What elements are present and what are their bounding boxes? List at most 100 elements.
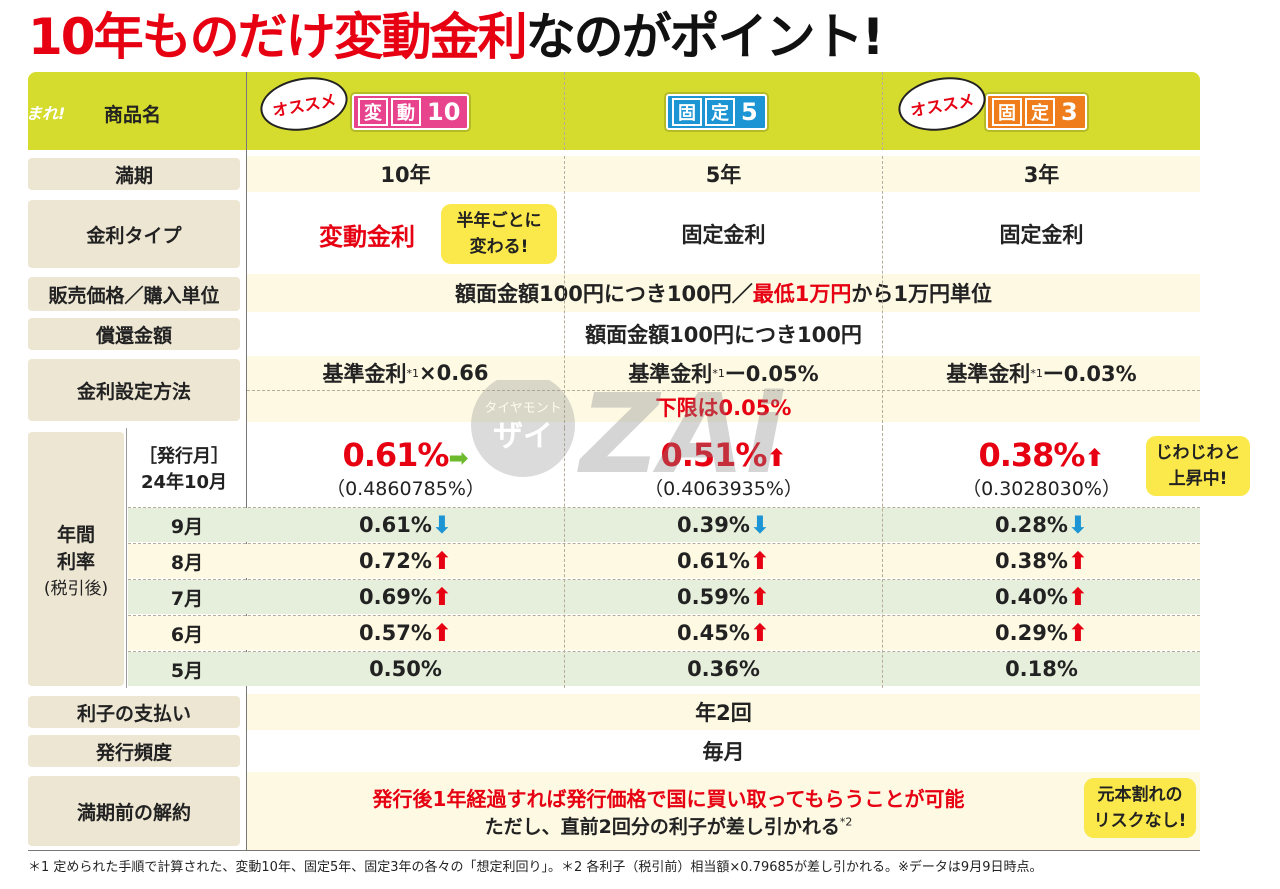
column-divider	[882, 72, 883, 150]
issue-frequency-value: 毎月	[702, 740, 745, 764]
early-line1: 発行後1年経過すれば発行価格で国に買い取ってもらうことが可能	[372, 787, 965, 811]
month-label: 6月	[170, 623, 204, 646]
handwriting-text: まれ!	[26, 104, 66, 123]
arrow-up-icon: ⬆	[749, 619, 770, 647]
month-rate-value: 0.39%	[677, 513, 750, 537]
method-prefix: 基準金利	[628, 362, 713, 386]
product-badge-hendou-10: 変 動 10	[352, 94, 470, 130]
callout-line: 上昇中!	[1168, 469, 1228, 489]
early-cancel-value: 発行後1年経過すれば発行価格で国に買い取ってもらうことが可能 ただし、直前2回分…	[247, 772, 1200, 850]
month-rate-value: 0.57%	[359, 621, 432, 645]
badge-char: 定	[1025, 98, 1055, 126]
month-label: 5月	[170, 659, 204, 682]
month-row-bg	[128, 580, 1200, 614]
month-rate-value: 0.29%	[995, 621, 1068, 645]
issue-month-line: ［発行月］	[139, 446, 229, 467]
method-prefix: 基準金利	[322, 362, 407, 386]
column-divider	[246, 72, 247, 850]
issue-rate-precise: （0.3028030%）	[962, 477, 1121, 500]
price-part3: から1万円単位	[851, 282, 992, 306]
month-rate-cell: 0.18%	[883, 652, 1200, 686]
arrow-down-icon: ⬇	[431, 511, 452, 539]
month-row-bg	[128, 508, 1200, 542]
month-rate-value: 0.61%	[677, 549, 750, 573]
annual-label-line: 年間	[56, 523, 95, 546]
month-label: 8月	[170, 551, 204, 574]
badge-char: 固	[992, 98, 1022, 126]
column-divider	[564, 72, 565, 150]
annual-rate-label: 年間 利率 (税引後)	[28, 432, 124, 686]
method-bg	[247, 356, 1200, 422]
row-divider	[247, 390, 1200, 391]
arrow-up-icon: ⬆	[1084, 443, 1105, 472]
method-mark: *1	[712, 366, 725, 380]
column-divider	[882, 428, 883, 688]
footnote: ＊1 定められた手順で計算された、変動10年、固定5年、固定3年の各々の「想定利…	[28, 860, 1043, 875]
rate-type-10-cell: 変動金利	[247, 198, 564, 270]
callout-line: リスクなし!	[1093, 811, 1187, 831]
method-floor: 下限は0.05%	[655, 396, 792, 420]
month-rate-value: 0.28%	[995, 513, 1068, 537]
issue-rate-precise: （0.4063935%）	[644, 477, 803, 500]
maturity-label: 満期	[28, 158, 240, 190]
month-rate-value: 0.18%	[1005, 657, 1078, 681]
month-rate-cell: 0.50%	[247, 652, 564, 686]
month-label: 9月	[170, 515, 204, 538]
callout-line: じわじわと	[1155, 443, 1241, 463]
arrow-up-icon: ⬆	[766, 443, 787, 472]
method-suffix: ー0.05%	[724, 362, 819, 386]
month-rate-cell: 0.38% ⬆	[883, 544, 1200, 578]
arrow-right-icon: ➡	[448, 443, 469, 472]
month-rate-cell: 0.29% ⬆	[883, 616, 1200, 650]
arrow-up-icon: ⬆	[431, 619, 452, 647]
callout-rising: じわじわと上昇中!	[1146, 436, 1250, 496]
arrow-down-icon: ⬇	[1067, 511, 1088, 539]
issue-month-line: 24年10月	[140, 472, 228, 493]
badge-number: 3	[1058, 98, 1081, 126]
badge-number: 10	[424, 98, 464, 126]
month-rate-cell: 0.59% ⬆	[565, 580, 882, 614]
arrow-up-icon: ⬆	[1067, 583, 1088, 611]
maturity-10: 10年	[247, 156, 564, 192]
month-rate-cell: 0.45% ⬆	[565, 616, 882, 650]
month-rate-value: 0.45%	[677, 621, 750, 645]
issue-month-label: ［発行月］ 24年10月	[128, 432, 240, 504]
month-row-bg	[128, 544, 1200, 578]
method-prefix: 基準金利	[946, 362, 1031, 386]
arrow-up-icon: ⬆	[749, 583, 770, 611]
issue-frequency-label: 発行頻度	[28, 735, 240, 767]
month-rate-cell: 0.61% ⬆	[565, 544, 882, 578]
month-rate-value: 0.69%	[359, 585, 432, 609]
redemption-value: 額面金額100円につき100円	[585, 323, 862, 347]
product-badge-kotei-3: 固 定 3	[986, 94, 1087, 130]
arrow-up-icon: ⬆	[1067, 547, 1088, 575]
month-rate-value: 0.40%	[995, 585, 1068, 609]
month-rate-value: 0.36%	[687, 657, 760, 681]
month-rate-cell: 0.40% ⬆	[883, 580, 1200, 614]
row-divider	[128, 579, 1200, 580]
headline-red: 10年ものだけ変動金利	[28, 8, 528, 66]
method-suffix: ×0.66	[419, 361, 489, 385]
row-divider	[128, 543, 1200, 544]
maturity-5: 5年	[565, 156, 882, 192]
price-part1: 額面金額100円につき100円／	[455, 282, 753, 306]
interest-payment-label: 利子の支払い	[28, 696, 240, 728]
month-row-bg	[128, 616, 1200, 650]
month-rate-cell: 0.36%	[565, 652, 882, 686]
badge-char: 定	[705, 98, 735, 126]
callout-line: 元本割れの	[1097, 785, 1183, 805]
early-cancel-label: 満期前の解約	[28, 776, 240, 846]
method-suffix: ー0.03%	[1042, 362, 1137, 386]
month-rate-cell: 0.39% ⬇	[565, 508, 882, 542]
arrow-up-icon: ⬆	[749, 547, 770, 575]
issue-rate-value: 0.38%	[978, 435, 1085, 474]
callout-line: 変わる!	[469, 237, 529, 257]
issue-rate-3: 0.38%⬆ （0.3028030%）	[883, 430, 1200, 506]
interest-payment-value: 年2回	[247, 694, 1200, 730]
month-rate-value: 0.72%	[359, 549, 432, 573]
column-divider	[126, 428, 127, 688]
month-rate-value: 0.59%	[677, 585, 750, 609]
early-mark: *2	[839, 815, 853, 829]
month-rate-value: 0.38%	[995, 549, 1068, 573]
badge-char: 固	[672, 98, 702, 126]
